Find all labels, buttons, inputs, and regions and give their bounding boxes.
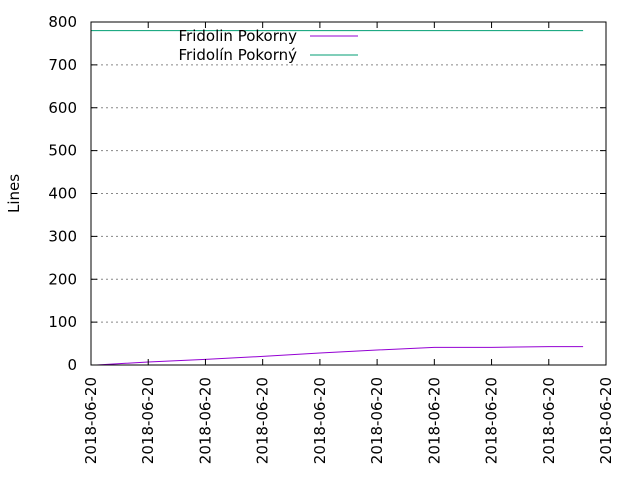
- y-tick-label: 600: [48, 99, 77, 117]
- y-tick-label: 200: [48, 270, 77, 288]
- x-tick-label: 2018-06-20: [254, 377, 272, 464]
- y-axis-title: Lines: [5, 174, 23, 213]
- x-tick-label: 2018-06-20: [311, 377, 329, 464]
- y-tick-label: 300: [48, 227, 77, 245]
- x-tick-label: 2018-06-20: [82, 377, 100, 464]
- y-tick-label: 800: [48, 13, 77, 31]
- x-tick-label: 2018-06-20: [540, 377, 558, 464]
- x-tick-label: 2018-06-20: [425, 377, 443, 464]
- legend-label-1: Fridolin Pokorny: [179, 27, 298, 45]
- x-tick-label: 2018-06-20: [483, 377, 501, 464]
- y-tick-label: 700: [48, 56, 77, 74]
- x-tick-label: 2018-06-20: [196, 377, 214, 464]
- x-tick-label: 2018-06-20: [139, 377, 157, 464]
- x-axis: 2018-06-20 2018-06-20 2018-06-20 2018-06-20…: [82, 22, 615, 464]
- y-tick-label: 500: [48, 142, 77, 160]
- y-tick-label: 400: [48, 185, 77, 203]
- series-lines: [91, 30, 584, 366]
- series-line-1: [96, 346, 584, 366]
- x-tick-label: 2018-06-20: [597, 377, 615, 464]
- y-tick-label: 0: [67, 356, 77, 374]
- y-tick-label: 100: [48, 313, 77, 331]
- legend-label-2: Fridolín Pokorný: [179, 46, 298, 64]
- x-tick-label: 2018-06-20: [368, 377, 386, 464]
- plot-border: [90, 21, 607, 366]
- y-axis: 0 100 200 300 400 500 600 700 800: [48, 13, 606, 374]
- grid-lines: [91, 64, 606, 323]
